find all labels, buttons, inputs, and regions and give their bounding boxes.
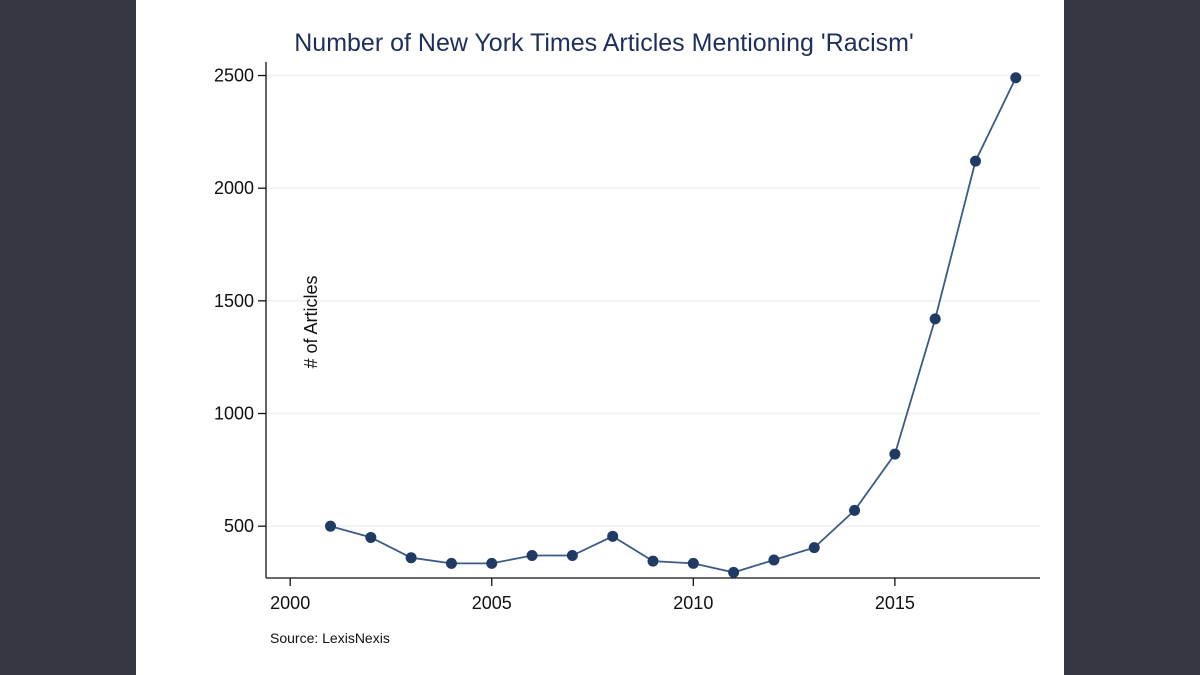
x-tick-label: 2000 <box>270 593 310 613</box>
data-series <box>325 72 1021 578</box>
data-point <box>567 550 578 561</box>
gridlines <box>266 76 1040 527</box>
data-point <box>728 567 739 578</box>
y-axis-title: # of Articles <box>301 275 321 368</box>
y-tick-label: 1500 <box>214 291 254 311</box>
data-point <box>648 556 659 567</box>
data-point <box>406 552 417 563</box>
data-point <box>325 521 336 532</box>
chart-panel: Number of New York Times Articles Mentio… <box>136 0 1064 675</box>
y-tick-label: 2500 <box>214 66 254 86</box>
y-tick-label: 500 <box>224 516 254 536</box>
x-tick-label: 2010 <box>673 593 713 613</box>
data-point <box>849 505 860 516</box>
data-point <box>1010 72 1021 83</box>
chart-title: Number of New York Times Articles Mentio… <box>294 29 914 57</box>
data-point <box>970 156 981 167</box>
source-note: Source: LexisNexis <box>270 630 390 646</box>
data-point <box>527 550 538 561</box>
data-point <box>768 554 779 565</box>
data-point <box>809 542 820 553</box>
x-tick-label: 2005 <box>472 593 512 613</box>
data-point <box>889 449 900 460</box>
y-tick-label: 2000 <box>214 178 254 198</box>
data-point <box>446 558 457 569</box>
x-tick-label: 2015 <box>875 593 915 613</box>
data-point <box>930 313 941 324</box>
y-tick-label: 1000 <box>214 404 254 424</box>
axes: 500 1000 1500 2000 2500 2000 2005 2010 2015 <box>214 62 1040 613</box>
data-point <box>365 532 376 543</box>
data-point <box>607 531 618 542</box>
series-line <box>331 78 1016 573</box>
data-point <box>486 558 497 569</box>
line-chart: Number of New York Times Articles Mentio… <box>136 0 1064 675</box>
data-point <box>688 558 699 569</box>
